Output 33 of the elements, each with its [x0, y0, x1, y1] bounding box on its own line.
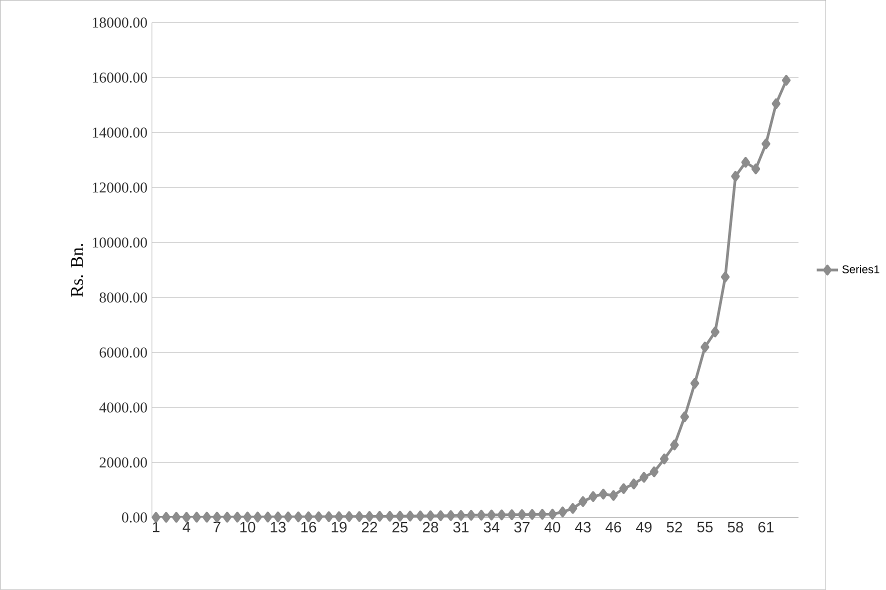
y-tick-label: 2000.00: [100, 458, 147, 468]
y-tick-label: 4000.00: [99, 402, 147, 413]
y-tick-label: 0.00: [122, 512, 147, 523]
x-tick-label: 43: [575, 522, 591, 533]
x-tick-label: 55: [697, 522, 713, 532]
x-tick-label: 52: [666, 522, 682, 533]
y-tick-label: 18000.00: [92, 18, 147, 28]
x-tick-label: 16: [301, 522, 316, 533]
x-tick-label: 61: [758, 522, 774, 533]
x-tick-label: 31: [453, 522, 469, 533]
x-tick-label: 25: [392, 522, 408, 533]
x-tick-label: 46: [606, 522, 622, 533]
x-tick-label: 49: [636, 522, 652, 533]
y-tick-label: 16000.00: [92, 72, 147, 83]
y-tick-label: 12000.00: [92, 182, 147, 193]
x-tick-label: 19: [332, 522, 347, 533]
y-tick-label: 14000.00: [92, 128, 147, 138]
x-tick-label: 40: [544, 522, 560, 533]
x-tick-label: 1: [152, 522, 160, 532]
x-tick-label: 28: [422, 522, 438, 533]
y-tick-label: 10000.00: [92, 238, 147, 248]
x-tick-label: 34: [484, 522, 500, 533]
y-tick-label: 6000.00: [100, 348, 147, 358]
x-tick-label: 10: [240, 522, 256, 533]
legend-label: Series1: [842, 265, 880, 274]
x-tick-label: 22: [362, 522, 378, 532]
x-tick-label: 37: [514, 522, 530, 533]
y-axis-title: Rs. Bn.: [71, 244, 84, 297]
x-tick-label: 58: [728, 522, 744, 533]
x-tick-label: 4: [182, 522, 190, 532]
y-tick-label: 8000.00: [100, 292, 147, 303]
x-tick-label: 13: [270, 522, 286, 533]
x-tick-label: 7: [214, 522, 220, 532]
